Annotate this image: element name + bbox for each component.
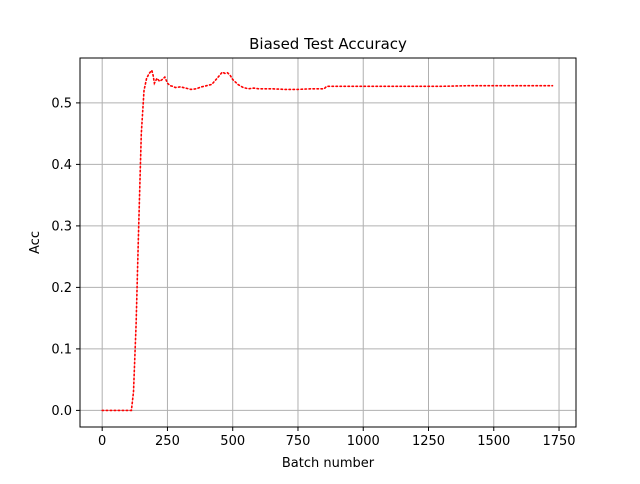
x-tick-label: 0	[98, 434, 106, 449]
y-tick-label: 0.0	[51, 404, 72, 419]
axis-ticks: 0 250 500 750 1000 1250 1500 1750 0.0 0.1 0.2 0.3 0.…	[51, 96, 575, 449]
x-tick-label: 1000	[347, 434, 380, 449]
x-tick-label: 1250	[412, 434, 445, 449]
x-tick-label: 1500	[477, 434, 510, 449]
x-axis-title: Batch number	[282, 456, 375, 471]
y-tick-label: 0.5	[51, 96, 72, 111]
y-tick-label: 0.3	[51, 219, 72, 234]
y-tick-label: 0.4	[51, 158, 72, 173]
x-tick-label: 750	[286, 434, 311, 449]
series-layer	[101, 68, 554, 412]
chart-title: Biased Test Accuracy	[249, 35, 407, 53]
plot-area-frame	[79, 57, 577, 428]
y-tick-label: 0.1	[51, 342, 72, 357]
x-tick-label: 1750	[542, 434, 575, 449]
grid-lines	[80, 58, 576, 427]
x-tick-label: 500	[220, 434, 245, 449]
series-line	[101, 68, 554, 412]
y-axis-title: Acc	[28, 231, 43, 254]
y-tick-label: 0.2	[51, 281, 72, 296]
x-tick-label: 250	[155, 434, 180, 449]
